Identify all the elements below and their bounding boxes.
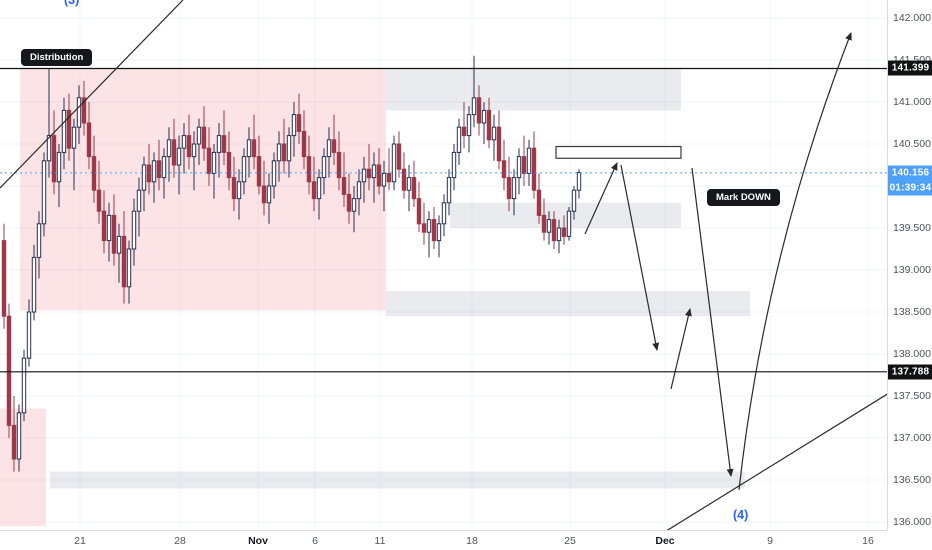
drop-arrow-2[interactable] [691, 167, 734, 477]
time-tick-label: 9 [767, 535, 773, 547]
price-tick-label: 140.500 [893, 138, 931, 150]
distribution-zone[interactable] [20, 68, 386, 311]
price-tick-label: 141.000 [893, 96, 931, 108]
accumulation-zone[interactable] [0, 408, 46, 527]
time-tick-label: Dec [655, 535, 675, 547]
markdown-phase-label[interactable]: Mark DOWN [707, 189, 780, 206]
chart-pane[interactable]: Distribution Mark DOWN (3) (4) [0, 0, 887, 530]
time-tick-label: 18 [466, 535, 478, 547]
countdown-badge: 01:39:34 [888, 180, 932, 196]
time-tick-label: 25 [564, 535, 576, 547]
target-zone-bottom[interactable] [50, 471, 745, 489]
price-tick-label: 139.500 [893, 222, 931, 234]
time-tick-label: 11 [374, 535, 386, 547]
bounce-arrow[interactable] [670, 308, 692, 390]
candlestick-series [1, 55, 582, 472]
price-tick-label: 137.500 [893, 390, 931, 402]
wave-3-label[interactable]: (3) [64, 0, 80, 7]
time-tick-label: 21 [74, 535, 86, 547]
entry-arrow[interactable] [584, 162, 618, 235]
level-high-badge: 141.399 [888, 60, 932, 76]
wave-4-label[interactable]: (4) [733, 508, 749, 522]
rally-arrow[interactable] [738, 32, 852, 491]
upper-trendline[interactable] [0, 0, 184, 189]
distribution-phase-label[interactable]: Distribution [21, 49, 93, 66]
price-tick-label: 138.000 [893, 348, 931, 360]
lower-trendline[interactable] [663, 393, 887, 530]
price-axis[interactable]: 142.000141.500141.000140.500140.000139.5… [887, 0, 932, 530]
price-tick-label: 138.500 [893, 306, 931, 318]
price-tick-label: 137.000 [893, 432, 931, 444]
drop-arrow-1[interactable] [620, 164, 660, 351]
support-zone-lower[interactable] [386, 291, 750, 317]
time-tick-label: 16 [862, 535, 874, 547]
time-tick-label: 6 [312, 535, 318, 547]
price-tick-label: 142.000 [893, 12, 931, 24]
level-low-badge: 137.788 [888, 364, 932, 380]
price-tick-label: 136.500 [893, 474, 931, 486]
time-tick-label: Nov [248, 535, 268, 547]
supply-box[interactable] [555, 145, 682, 159]
candlestick-chart-canvas[interactable] [0, 0, 887, 530]
time-axis[interactable]: 21 28 Nov 6 11 18 25 Dec 9 16 [0, 530, 932, 550]
time-tick-label: 28 [174, 535, 186, 547]
price-tick-label: 136.000 [893, 516, 931, 528]
resistance-zone-upper[interactable] [386, 68, 681, 111]
axis-corner [887, 530, 932, 550]
price-tick-label: 139.000 [893, 264, 931, 276]
support-zone-mid[interactable] [450, 202, 681, 228]
current-price-badge: 140.156 [888, 165, 932, 181]
